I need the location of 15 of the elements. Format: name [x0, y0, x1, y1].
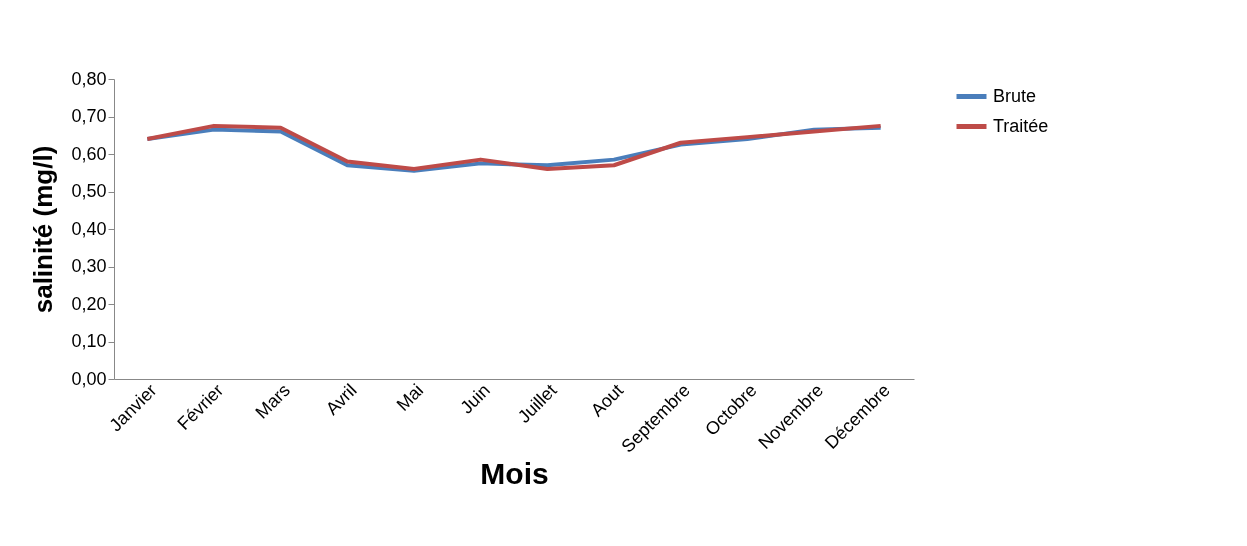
y-tick-label: 0,70 — [71, 106, 107, 126]
y-tick-label: 0,20 — [71, 293, 107, 314]
legend-label: Traitée — [993, 115, 1049, 136]
y-tick-label: 0,50 — [71, 181, 107, 201]
y-tick-label: 0,10 — [71, 331, 107, 351]
y-tick-label: 0,00 — [71, 368, 107, 389]
x-axis-title: Mois — [480, 457, 549, 491]
y-tick-label: 0,60 — [71, 143, 107, 164]
y-tick-label: 0,40 — [71, 218, 107, 239]
y-axis-title: salinité (mg/l) — [28, 145, 59, 314]
x-tick-label: Juin — [456, 380, 494, 418]
y-tick-label: 0,30 — [71, 256, 107, 276]
x-tick-label: Mai — [392, 380, 428, 415]
y-tick-label: 0,80 — [71, 68, 107, 89]
legend-label: Brute — [993, 85, 1037, 106]
